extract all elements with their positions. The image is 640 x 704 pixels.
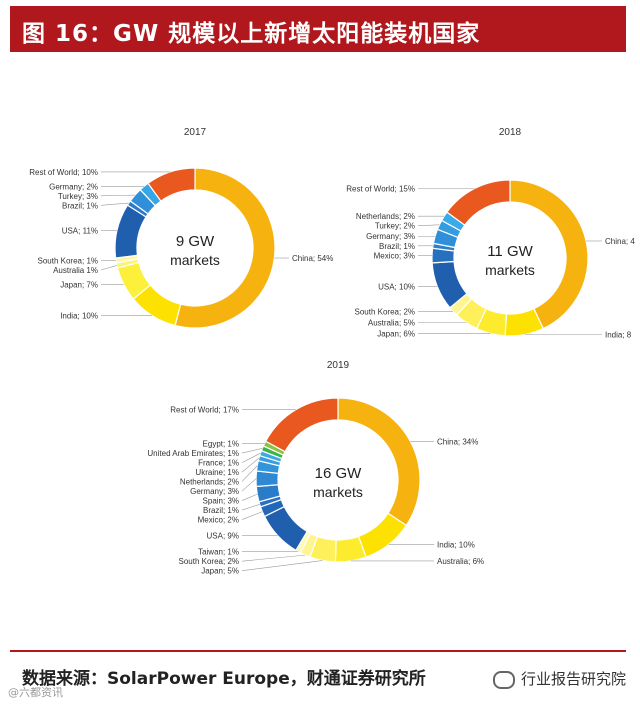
slice-label: USA; 11% — [62, 227, 98, 236]
slice-label: Netherlands; 2% — [180, 478, 239, 487]
slice-label: Rest of World; 10% — [29, 168, 98, 177]
leader-line — [241, 560, 323, 571]
slice-label: Turkey; 3% — [58, 192, 98, 201]
slice-label: Brazil; 1% — [379, 242, 415, 251]
slice-label: Egypt; 1% — [203, 440, 239, 449]
center-label: markets — [313, 484, 363, 500]
slice-label: India; 10% — [437, 540, 475, 549]
slice-label: Mexico; 2% — [198, 516, 239, 525]
slice-label: Germany; 2% — [49, 182, 98, 191]
slice-label: Japan; 7% — [60, 280, 98, 289]
slice-label: Germany; 3% — [366, 232, 415, 241]
slice-label: Taiwan; 1% — [198, 548, 239, 557]
slice-label: Ukraine; 1% — [195, 468, 239, 477]
slice-label: Spain; 3% — [203, 497, 239, 506]
slice-label: India; 8 — [605, 331, 632, 340]
slice-label: Japan; 5% — [201, 567, 239, 576]
slice-label: Germany; 3% — [190, 487, 239, 496]
slice-label: Turkey; 2% — [375, 222, 415, 231]
slice-label: France; 1% — [198, 459, 239, 468]
donut-chart-2018: 2018 China; 4 India; 8 Rest of World; 15% Ne… — [346, 127, 635, 340]
leader-line — [100, 265, 118, 271]
slice-label: Australia; 5% — [368, 319, 415, 328]
slice-label: Australia; 6% — [437, 557, 484, 566]
center-value: 11 GW — [487, 243, 533, 260]
slice-label: USA; 10% — [378, 283, 415, 292]
chart-title: 2019 — [327, 360, 350, 371]
slice-label: Rest of World; 15% — [346, 185, 415, 194]
leader-line — [241, 452, 261, 463]
divider-line — [10, 650, 626, 652]
watermark-text: 行业报告研究院 — [520, 670, 626, 688]
source-note: 数据来源：SolarPower Europe，财通证券研究所 — [22, 669, 426, 689]
leader-line — [241, 511, 263, 520]
slice-label: Brazil; 1% — [203, 506, 239, 515]
pie-slice — [264, 397, 339, 453]
leader-line — [100, 202, 129, 206]
slice-label: China; 34% — [437, 437, 478, 446]
donut-charts: 2017 China; 54% Rest of World; 10% Germany;… — [29, 127, 635, 576]
slice-label: South Korea; 2% — [355, 307, 415, 316]
donut-chart-2017: 2017 China; 54% Rest of World; 10% Germany;… — [29, 127, 333, 329]
pie-slice — [174, 167, 276, 329]
center-value: 16 GW — [315, 465, 363, 482]
leader-line — [417, 224, 440, 227]
slice-label: South Korea; 2% — [179, 557, 239, 566]
wechat-icon — [492, 670, 515, 689]
slice-label: South Korea; 1% — [38, 257, 98, 266]
slice-label: India; 10% — [60, 312, 98, 321]
leader-line — [241, 504, 260, 511]
slice-label: China; 4 — [605, 237, 635, 246]
page-title: 图 16：GW 规模以上新增太阳能装机国家 — [22, 21, 481, 47]
slice-label: USA; 9% — [207, 532, 239, 541]
leader-line — [241, 554, 306, 562]
leader-line — [241, 457, 260, 473]
pie-slice — [337, 397, 421, 527]
center-label: markets — [170, 252, 220, 268]
slice-label: Brazil; 1% — [62, 201, 98, 210]
watermark-left: @六都资讯 — [8, 686, 63, 699]
leader-line — [241, 493, 258, 501]
center-value: 9 GW — [176, 233, 215, 250]
slice-label: Australia 1% — [53, 266, 98, 275]
pie-slice — [147, 167, 196, 202]
donut-chart-2019: 2019 China; 34% India; 10% Australia; 6% Res… — [147, 360, 484, 576]
slice-label: United Arab Emirates; 1% — [147, 449, 239, 458]
chart-title: 2018 — [499, 127, 522, 138]
leader-line — [241, 448, 263, 454]
center-label: markets — [485, 262, 535, 278]
chart-title: 2017 — [184, 127, 207, 138]
slice-label: China; 54% — [292, 254, 333, 263]
leader-line — [241, 465, 258, 482]
title-bar: 图 16：GW 规模以上新增太阳能装机国家 — [10, 6, 626, 52]
slice-label: Mexico; 3% — [374, 252, 415, 261]
slice-label: Netherlands; 2% — [356, 212, 415, 221]
leader-line — [241, 478, 257, 492]
pie-slice — [446, 179, 511, 226]
slice-label: Rest of World; 17% — [170, 406, 239, 415]
leader-line — [100, 194, 135, 197]
slice-label: Japan; 6% — [377, 330, 415, 339]
watermark: 行业报告研究院 — [492, 668, 626, 689]
